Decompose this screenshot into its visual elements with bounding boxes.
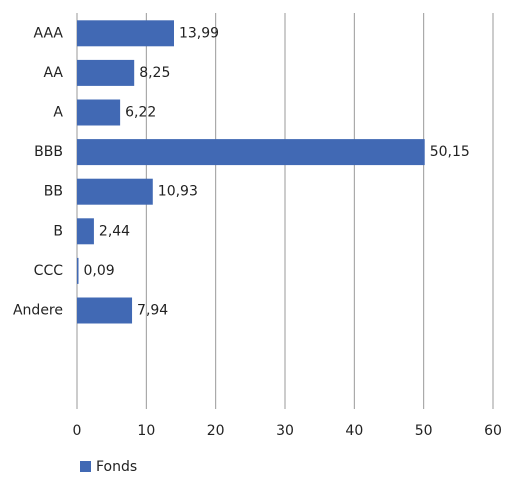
data-label: 10,93 (158, 184, 198, 200)
bar (77, 99, 121, 126)
legend-swatch (80, 461, 91, 472)
y-tick-label: B (53, 223, 63, 239)
y-tick-label: BBB (34, 144, 63, 160)
y-tick-label: Andere (13, 303, 63, 319)
y-tick-label: A (53, 105, 63, 121)
x-tick-label: 30 (276, 423, 294, 439)
data-label: 2,44 (99, 223, 130, 239)
x-tick-label: 50 (415, 423, 433, 439)
y-tick-label: AAA (33, 25, 63, 41)
y-tick-label: BB (44, 184, 63, 200)
bar (77, 59, 135, 86)
bar (77, 297, 133, 324)
x-tick-label: 40 (345, 423, 363, 439)
bar (77, 139, 425, 166)
legend-label: Fonds (96, 459, 137, 475)
data-label: 0,09 (84, 263, 115, 279)
x-tick-label: 20 (207, 423, 225, 439)
x-tick-label: 60 (484, 423, 502, 439)
data-label: 8,25 (139, 65, 170, 81)
x-tick-label: 0 (73, 423, 82, 439)
bar (77, 218, 94, 245)
y-tick-label: CCC (34, 263, 64, 279)
data-label: 7,94 (137, 303, 168, 319)
bar (77, 257, 79, 284)
x-tick-label: 10 (137, 423, 155, 439)
bar (77, 20, 174, 47)
data-label: 6,22 (125, 105, 156, 121)
y-tick-label: AA (43, 65, 63, 81)
data-label: 13,99 (179, 25, 219, 41)
bar (77, 178, 153, 205)
data-label: 50,15 (430, 144, 470, 160)
